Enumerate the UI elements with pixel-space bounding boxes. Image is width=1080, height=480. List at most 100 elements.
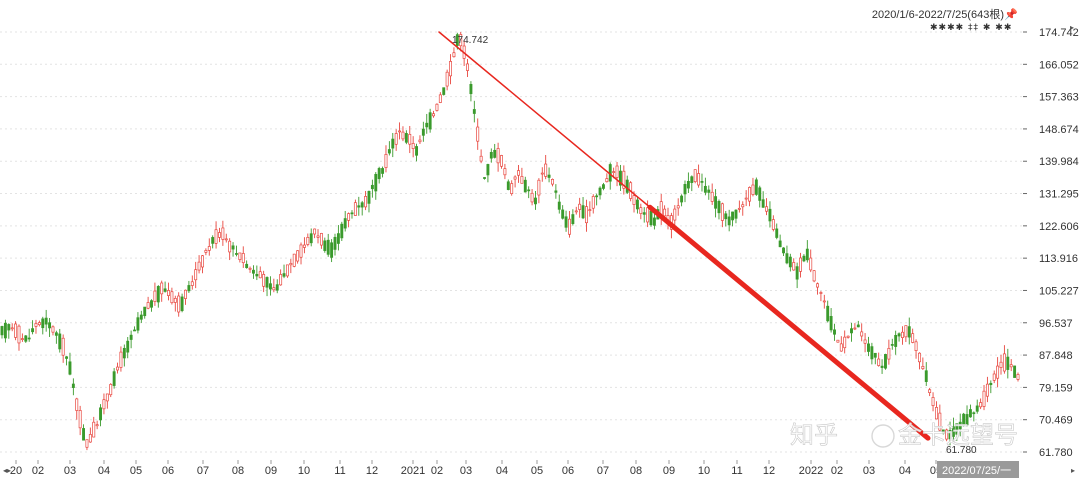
candle-body — [75, 398, 79, 411]
candle-body — [119, 351, 123, 368]
candle-body — [887, 347, 891, 360]
candle-body — [686, 180, 690, 189]
x-tick-label: 07 — [197, 465, 209, 477]
candle-body — [992, 373, 996, 381]
candle-body — [996, 365, 1000, 379]
candle-body — [394, 133, 398, 145]
x-tick-label: 2022 — [799, 465, 823, 477]
candle-body — [534, 197, 537, 205]
candle-body — [258, 271, 262, 279]
scroll-right-icon[interactable]: ▸ — [1071, 466, 1075, 475]
candle-body — [724, 213, 728, 220]
candle-body — [581, 205, 585, 219]
pin-icon[interactable]: 📌 — [1004, 7, 1018, 21]
x-tick-label: 05 — [531, 465, 543, 477]
candle-body — [948, 430, 952, 440]
candle-body — [370, 184, 374, 190]
candle-body — [805, 248, 809, 261]
candle-body — [44, 317, 48, 325]
candle-body — [377, 168, 381, 180]
x-tick-label: 20 — [10, 465, 22, 477]
candle-body — [316, 235, 320, 238]
candle-body — [245, 263, 249, 269]
candle-body — [299, 244, 303, 258]
candle-body — [425, 122, 429, 128]
y-tick-label: 87.848 — [1039, 350, 1073, 362]
candle-body — [292, 253, 296, 267]
candle-body — [109, 384, 113, 396]
candle-body — [734, 209, 738, 219]
x-tick-label: 09 — [663, 465, 675, 477]
candle-body — [642, 212, 646, 215]
candle-body — [211, 237, 215, 244]
candle-body — [622, 170, 626, 189]
candle-body — [833, 329, 836, 335]
candle-body — [574, 210, 578, 213]
candle-body — [778, 240, 782, 248]
candle-body — [571, 214, 575, 224]
candle-body — [449, 61, 452, 77]
candle-body — [853, 327, 857, 330]
candle-body — [972, 412, 976, 415]
candle-body — [102, 399, 106, 410]
candle-body — [194, 269, 198, 281]
candle-body — [846, 335, 850, 338]
candle-body — [945, 429, 949, 440]
candle-body — [493, 149, 497, 158]
candle-body — [421, 128, 425, 136]
candle-body — [330, 242, 334, 258]
candle-body — [968, 409, 972, 418]
candle-body — [870, 346, 874, 360]
candle-body — [180, 296, 184, 312]
scroll-left-icon[interactable]: ◂▸ — [3, 466, 11, 475]
candle-body — [78, 410, 82, 429]
candle-body — [782, 247, 785, 254]
candle-body — [649, 210, 653, 226]
x-tick-label: 10 — [298, 465, 310, 477]
candle-body — [965, 414, 969, 426]
candle-body — [979, 402, 983, 408]
candle-body — [1009, 364, 1013, 368]
candle-body — [951, 426, 955, 437]
candle-body — [319, 233, 323, 246]
candle-body — [792, 262, 796, 271]
candle-body — [459, 34, 463, 47]
candle-body — [268, 283, 272, 290]
candle-body — [272, 287, 276, 291]
x-tick-label: 11 — [334, 465, 345, 477]
candle-body — [741, 204, 745, 208]
candle-body — [353, 202, 357, 216]
candle-body — [809, 257, 813, 271]
candle-body — [625, 179, 629, 193]
candle-body — [615, 165, 619, 178]
candle-body — [163, 288, 167, 292]
candle-body — [962, 413, 966, 426]
candle-body — [826, 305, 830, 322]
candle-body — [139, 314, 143, 320]
y-tick-label: 174.742 — [1039, 27, 1079, 39]
candle-body — [765, 206, 768, 212]
candle-body — [537, 179, 541, 196]
candle-body — [224, 238, 228, 241]
candle-body — [680, 195, 684, 203]
candle-body — [547, 174, 551, 178]
candle-body — [357, 205, 361, 208]
candle-body — [241, 253, 245, 264]
candle-body — [530, 192, 534, 203]
candle-body — [92, 421, 96, 438]
candle-body — [703, 185, 707, 193]
zoom-icon[interactable]: ▸ — [1070, 23, 1074, 32]
cursor-date-label: 2022/07/25/一 — [942, 465, 1011, 477]
candle-body — [873, 352, 877, 358]
candle-body — [7, 324, 11, 331]
candle-body — [415, 146, 419, 156]
x-tick-label: 03 — [863, 465, 875, 477]
candle-body — [710, 191, 714, 202]
candle-body — [924, 370, 928, 382]
candle-body — [652, 217, 656, 226]
candle-body — [455, 34, 459, 46]
candle-body — [3, 322, 7, 339]
candle-body — [598, 187, 602, 196]
candle-body — [88, 434, 92, 443]
